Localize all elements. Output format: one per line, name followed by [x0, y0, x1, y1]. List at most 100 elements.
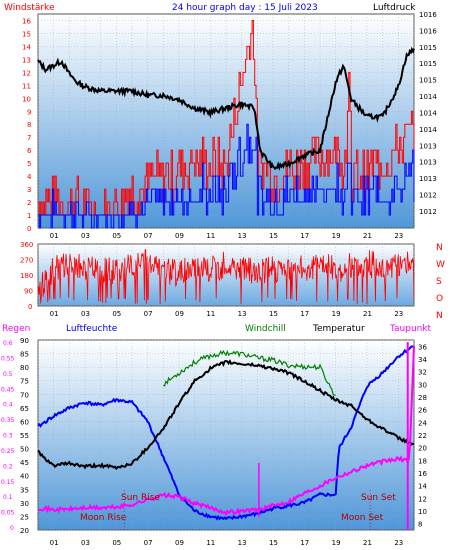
temp-ytick-14: 14 — [418, 483, 427, 491]
wind-ytick-11: 11 — [22, 82, 31, 90]
p3-xtick-01: 01 — [50, 539, 59, 547]
p3-xtick-11: 11 — [206, 539, 215, 547]
temp-ytick-18: 18 — [418, 457, 427, 465]
humidity-ytick-30: 30 — [20, 500, 29, 508]
p2-xtick-05: 05 — [112, 310, 121, 318]
wind-ytick-13: 13 — [22, 56, 31, 64]
temp-ytick-32: 32 — [418, 369, 427, 377]
pressure-ytick-12: 1016 — [419, 11, 437, 19]
humidity-ytick-65: 65 — [20, 405, 29, 413]
panel-temp-humidity — [37, 339, 415, 531]
rain-ytick-4: 0.2 — [3, 463, 13, 470]
humidity-line — [37, 345, 415, 521]
p1-xtick-19: 19 — [332, 232, 341, 240]
wind-ytick-15: 15 — [22, 30, 31, 38]
sun-rise-label: Sun Rise — [121, 493, 160, 503]
temperature-label: Temperatur — [312, 324, 365, 334]
pressure-ytick-6: 1014 — [419, 109, 437, 117]
humidity-label: Luftfeuchte — [66, 324, 118, 334]
humidity-ytick-70: 70 — [20, 391, 29, 399]
p3-xtick-19: 19 — [332, 539, 341, 547]
humidity-ytick-40: 40 — [20, 473, 29, 481]
compass-w: W — [436, 260, 445, 270]
temp-ytick-36: 36 — [418, 343, 427, 351]
pressure-ytick-8: 1015 — [419, 77, 437, 85]
rain-ytick-2: 0.1 — [3, 494, 13, 501]
humidity-ytick-50: 50 — [20, 446, 29, 454]
humidity-ytick-60: 60 — [20, 418, 29, 426]
temperature-line — [37, 359, 415, 471]
dewpoint-line — [37, 345, 415, 517]
pressure-ytick-7: 1014 — [419, 93, 437, 101]
p1-xtick-23: 23 — [394, 232, 403, 240]
moon-set-label: Moon Set — [341, 513, 384, 523]
p3-xtick-07: 07 — [144, 539, 153, 547]
humidity-ytick-75: 75 — [20, 378, 29, 386]
wind-speed-label: Windstärke — [4, 3, 55, 13]
direction-ytick-360: 360 — [20, 241, 33, 249]
temp-ytick-26: 26 — [418, 407, 427, 415]
p3-xtick-09: 09 — [175, 539, 184, 547]
wind-ytick-2: 2 — [27, 199, 31, 207]
pressure-line — [37, 46, 415, 171]
wind-ytick-8: 8 — [27, 121, 31, 129]
p2-xtick-11: 11 — [206, 310, 215, 318]
rain-ytick-7: 0.35 — [1, 417, 15, 424]
rain-ytick-10: 0.5 — [3, 371, 13, 378]
p2-xtick-03: 03 — [81, 310, 90, 318]
pressure-ytick-0: 1012 — [419, 208, 437, 216]
wind-ytick-12: 12 — [22, 69, 31, 77]
p2-xtick-23: 23 — [394, 310, 403, 318]
page-title: 24 hour graph day : 15 Juli 2023 — [172, 3, 318, 13]
dewpoint-label: Taupunkt — [389, 324, 432, 334]
humidity-ytick-85: 85 — [20, 351, 29, 359]
temp-ytick-16: 16 — [418, 470, 427, 478]
temp-ytick-30: 30 — [418, 381, 427, 389]
windchill-label: Windchill — [245, 324, 286, 334]
rain-ytick-3: 0.15 — [1, 479, 15, 486]
p1-xtick-13: 13 — [238, 232, 247, 240]
p2-xtick-21: 21 — [363, 310, 372, 318]
humidity-ytick-80: 80 — [20, 364, 29, 372]
p3-xtick-15: 15 — [269, 539, 278, 547]
rain-ytick-0: 0 — [10, 525, 14, 532]
pressure-ytick-11: 1016 — [419, 27, 437, 35]
wind-ytick-4: 4 — [27, 173, 32, 181]
p2-xtick-13: 13 — [238, 310, 247, 318]
wind-ytick-0: 0 — [27, 225, 31, 233]
p2-xtick-09: 09 — [175, 310, 184, 318]
p1-xtick-07: 07 — [144, 232, 153, 240]
p1-xtick-05: 05 — [112, 232, 121, 240]
wind-ytick-16: 16 — [22, 17, 31, 25]
wind-ytick-9: 9 — [27, 108, 31, 116]
humidity-ytick-55: 55 — [20, 432, 29, 440]
pressure-ytick-5: 1014 — [419, 126, 437, 134]
rain-ytick-12: 0.6 — [3, 340, 13, 347]
compass-n-top: N — [436, 243, 443, 253]
wind-direction-line — [37, 248, 415, 305]
p1-xtick-01: 01 — [50, 232, 59, 240]
p3-xtick-05: 05 — [112, 539, 121, 547]
p3-xtick-23: 23 — [394, 539, 403, 547]
temp-ytick-34: 34 — [418, 356, 427, 364]
wind-ytick-1: 1 — [27, 212, 31, 220]
wind-ytick-14: 14 — [22, 43, 31, 51]
p1-xtick-15: 15 — [269, 232, 278, 240]
wind-ytick-5: 5 — [27, 160, 31, 168]
humidity-ytick-45: 45 — [20, 459, 29, 467]
pressure-ytick-9: 1015 — [419, 60, 437, 68]
p2-xtick-01: 01 — [50, 310, 59, 318]
rain-ytick-5: 0.25 — [1, 448, 15, 455]
wind-ytick-10: 10 — [22, 95, 31, 103]
pressure-ytick-4: 1013 — [419, 142, 437, 150]
p3-xtick-03: 03 — [81, 539, 90, 547]
p1-xtick-09: 09 — [175, 232, 184, 240]
pressure-ytick-10: 1015 — [419, 44, 437, 52]
direction-ytick-270: 270 — [20, 257, 33, 265]
sun-set-label: Sun Set — [361, 493, 396, 503]
rain-label: Regen — [2, 324, 30, 334]
p1-xtick-03: 03 — [81, 232, 90, 240]
rain-ytick-6: 0.3 — [3, 433, 13, 440]
temp-ytick-8: 8 — [418, 521, 422, 529]
rain-ytick-1: 0.05 — [1, 510, 15, 517]
